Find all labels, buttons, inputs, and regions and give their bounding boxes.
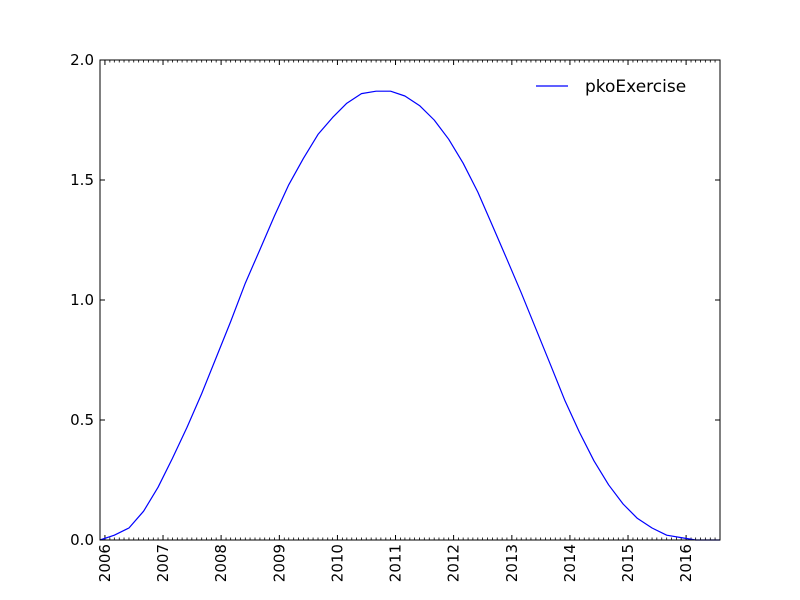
x-tick-label: 2009 bbox=[270, 544, 288, 582]
y-tick-label: 0.0 bbox=[70, 531, 94, 549]
legend-label-pkoexercise: pkoExercise bbox=[585, 77, 686, 97]
y-tick-label: 1.5 bbox=[70, 171, 94, 189]
x-tick-label: 2016 bbox=[677, 544, 695, 582]
x-tick-label: 2013 bbox=[503, 544, 521, 582]
plot-area bbox=[100, 60, 720, 540]
x-tick-label: 2011 bbox=[387, 544, 405, 582]
x-tick-labels: 2006 2007 2008 2009 2010 2011 2012 2013 2014 2015… bbox=[96, 544, 695, 582]
y-tick-label: 1.0 bbox=[70, 291, 94, 309]
series-line-pkoexercise bbox=[99, 90, 720, 541]
x-tick-label: 2007 bbox=[154, 544, 172, 582]
y-tick-label: 2.0 bbox=[70, 51, 94, 69]
plot-frame bbox=[99, 59, 721, 541]
y-tick-labels: 0.0 0.5 1.0 1.5 2.0 bbox=[70, 51, 94, 549]
legend: pkoExercise bbox=[536, 77, 686, 97]
x-tick-label: 2006 bbox=[96, 544, 114, 582]
y-tick-label: 0.5 bbox=[70, 411, 94, 429]
x-tick-label: 2008 bbox=[212, 544, 230, 582]
x-tick-label: 2012 bbox=[445, 544, 463, 582]
x-tick-label: 2014 bbox=[561, 544, 579, 582]
x-tick-label: 2015 bbox=[619, 544, 637, 582]
x-tick-label: 2010 bbox=[328, 544, 346, 582]
series-layer bbox=[99, 90, 720, 541]
